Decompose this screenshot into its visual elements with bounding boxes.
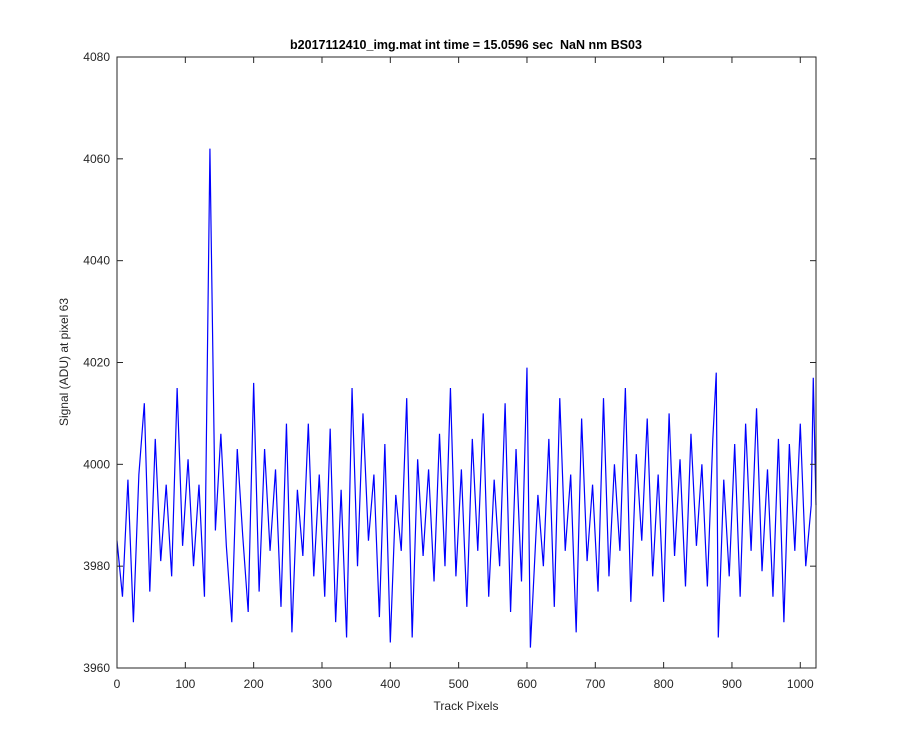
chart-title: b2017112410_img.mat int time = 15.0596 s… (290, 38, 642, 52)
x-tick-label: 1000 (787, 677, 814, 691)
y-tick-label: 4080 (83, 50, 110, 64)
axes-box (116, 56, 817, 669)
y-tick-label: 4040 (83, 254, 110, 268)
x-tick-label: 500 (449, 677, 469, 691)
x-tick-label: 800 (654, 677, 674, 691)
x-tick-label: 900 (722, 677, 742, 691)
x-tick-label: 400 (380, 677, 400, 691)
y-tick-label: 3980 (83, 559, 110, 573)
x-tick-label: 0 (114, 677, 121, 691)
x-tick-label: 100 (175, 677, 195, 691)
x-axis-label: Track Pixels (434, 699, 499, 713)
y-tick-label: 3960 (83, 661, 110, 675)
x-tick-label: 300 (312, 677, 332, 691)
y-axis-label: Signal (ADU) at pixel 63 (57, 298, 71, 426)
y-tick-label: 4020 (83, 356, 110, 370)
x-tick-label: 600 (517, 677, 537, 691)
data-line (116, 148, 817, 648)
y-tick-label: 4060 (83, 152, 110, 166)
y-tick-label: 4000 (83, 457, 110, 471)
x-tick-label: 700 (585, 677, 605, 691)
x-tick-label: 200 (244, 677, 264, 691)
